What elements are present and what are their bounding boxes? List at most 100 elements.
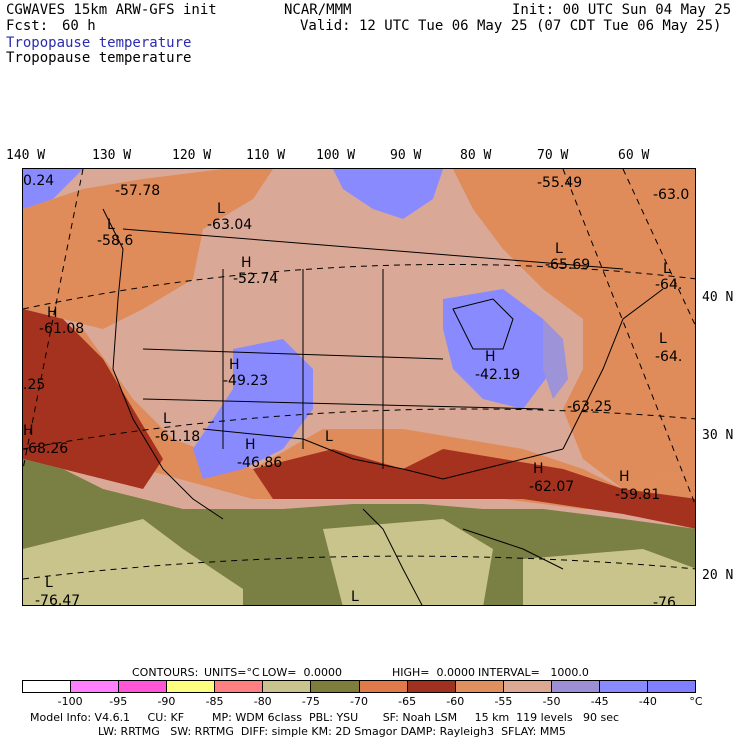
map-high-marker: H: [485, 349, 496, 365]
colorbar-tick-label: -70: [350, 695, 368, 708]
map-value-label: -64.: [655, 277, 682, 293]
map-canvas: 0.24 -57.78 L -58.6 L -63.04 -55.49 -63.…: [23, 169, 695, 606]
field-title-primary: Tropopause temperature: [6, 35, 192, 51]
model-title: CGWAVES 15km ARW-GFS init: [6, 2, 217, 18]
map-value-label: -63.25: [567, 399, 612, 415]
map-high-marker: H: [533, 461, 544, 477]
colorbar-swatch: [648, 681, 696, 692]
map-low-marker: L: [163, 411, 171, 427]
colorbar-swatch: [263, 681, 312, 692]
field-region-khaki: [523, 549, 695, 605]
field-region-lavender: [543, 319, 568, 399]
colorbar-swatch: [503, 681, 552, 692]
mexico-coast-outline: [362, 508, 423, 605]
us-mexico-gulf-outline: [202, 428, 564, 480]
colorbar-swatch: [455, 681, 504, 692]
colorbar-swatch: [71, 681, 120, 692]
map-value-label: -46.86: [237, 455, 282, 471]
map-low-marker: L: [555, 241, 563, 257]
units-label: UNITS=°C: [204, 666, 260, 679]
map-annotations: 0.24 -57.78 L -58.6 L -63.04 -55.49 -63.…: [23, 173, 689, 606]
map-high-marker: H: [229, 357, 240, 373]
lon-label: 70 W: [537, 148, 569, 163]
map-low-marker: L: [107, 217, 115, 233]
colorbar-tick-label: -40: [638, 695, 657, 708]
colorbar-swatch: [311, 681, 360, 692]
lon-line: [23, 169, 84, 470]
map-low-marker: L: [45, 575, 53, 591]
field-region-blue: [23, 169, 83, 209]
colorbar-swatch: [119, 681, 168, 692]
lon-label: 130 W: [92, 148, 132, 163]
map-value-label: -65.69: [545, 257, 590, 273]
field-title-secondary: Tropopause temperature: [6, 50, 192, 66]
lon-label: 80 W: [460, 148, 492, 163]
colorbar-tick-label: -50: [542, 695, 561, 708]
lon-label: 90 W: [390, 148, 422, 163]
map-value-label: 0.24: [23, 173, 54, 189]
colorbar: [22, 680, 696, 693]
lon-line: [562, 169, 695, 506]
map-value-label: -59.81: [615, 487, 660, 503]
lat-label: 40 N: [702, 290, 734, 305]
great-lakes-outline: [452, 298, 514, 350]
lat-label: 30 N: [702, 428, 734, 443]
colorbar-swatch: [167, 681, 216, 692]
map-value-label: -76.47: [35, 593, 80, 606]
map-low-marker: L: [659, 331, 667, 347]
state-border: [142, 348, 444, 360]
map-high-marker: H: [241, 255, 252, 271]
map-value-label: -68.26: [23, 441, 68, 457]
colorbar-tick-label: -65: [398, 695, 417, 708]
map-low-marker: L: [351, 589, 359, 605]
state-border: [142, 398, 544, 410]
init-time: Init: 00 UTC Sun 04 May 25: [512, 2, 732, 18]
high-label: HIGH= 0.0000: [392, 666, 476, 679]
map-value-label: -63.04: [207, 217, 252, 233]
colorbar-tick-label: -90: [157, 695, 176, 708]
map-value-label: -61.18: [155, 429, 200, 445]
map-value-label: .25: [23, 377, 45, 393]
map-high-marker: H: [245, 437, 256, 453]
lon-label: 100 W: [316, 148, 356, 163]
us-canada-border: [122, 228, 624, 270]
colorbar-tick-label: -85: [205, 695, 224, 708]
map-value-label: -64.: [655, 349, 682, 365]
colorbar-tick-label: -45: [590, 695, 609, 708]
forecast-label: Fcst:: [6, 18, 49, 34]
colorbar-swatch: [215, 681, 264, 692]
map-outlines: [102, 208, 664, 605]
colorbar-tick-label: -55: [494, 695, 513, 708]
lat-line-20: [23, 555, 695, 580]
field-region-orange: [23, 169, 273, 329]
colorbar-tick-label: -95: [109, 695, 128, 708]
graticule: [23, 169, 695, 580]
map-panel[interactable]: 0.24 -57.78 L -58.6 L -63.04 -55.49 -63.…: [22, 168, 696, 606]
forecast-value: 60 h: [62, 18, 96, 34]
field-region-dark-red: [23, 309, 163, 489]
field-region-blue: [333, 169, 443, 219]
colorbar-tick-label: -80: [253, 695, 272, 708]
lat-label: 20 N: [702, 568, 734, 583]
colorbar-tick-label: -60: [446, 695, 465, 708]
map-value-label: -55.49: [537, 175, 582, 191]
map-value-label: -61.08: [39, 321, 84, 337]
colorbar-swatch: [23, 681, 72, 692]
model-info-line-1: Model Info: V4.6.1 CU: KF MP: WDM 6class…: [30, 711, 620, 724]
model-info-line-2: LW: RRTMG SW: RRTMG DIFF: simple KM: 2D …: [98, 725, 566, 738]
map-high-marker: H: [23, 423, 34, 439]
field-region-khaki: [323, 519, 493, 605]
field-region-dark-red: [253, 449, 695, 529]
field-region-orange: [23, 319, 695, 509]
map-high-marker: H: [47, 305, 58, 321]
map-high-marker: H: [619, 469, 630, 485]
organization: NCAR/MMM: [284, 2, 352, 18]
caribbean-outline: [462, 528, 564, 570]
map-value-label: -52.74: [233, 271, 278, 287]
colorbar-tick-label: °C: [689, 695, 703, 708]
map-low-marker: L: [325, 429, 333, 445]
lon-label: 110 W: [246, 148, 286, 163]
map-value-label: -42.19: [475, 367, 520, 383]
lat-line-30: [23, 408, 695, 450]
low-label: LOW= 0.0000: [262, 666, 342, 679]
